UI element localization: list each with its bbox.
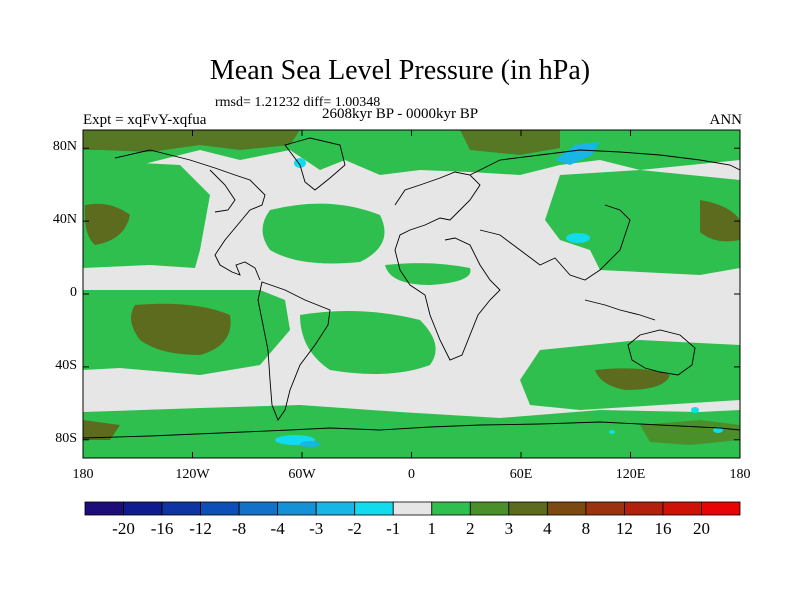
colorbar-cell: [431, 501, 471, 516]
lon-label: 120E: [615, 467, 646, 482]
colorbar-cell: [624, 501, 664, 516]
colorbar-cell: [123, 501, 163, 516]
colorbar-label: -12: [189, 519, 212, 538]
colorbar-label: -3: [309, 519, 324, 538]
lat-label: 80N: [52, 139, 77, 155]
colorbar-label: -2: [347, 519, 362, 538]
colorbar-label: 3: [504, 519, 514, 538]
lon-label: 60W: [288, 467, 316, 482]
colorbar-label: -4: [270, 519, 285, 538]
anomaly-1-to-2-regions: [83, 130, 740, 458]
colorbar-label: 1: [427, 519, 437, 538]
colorbar-cell: [585, 501, 625, 516]
map-field: [83, 130, 740, 458]
lon-label: 180: [729, 467, 751, 482]
colorbar-label: 4: [543, 519, 552, 538]
lon-label: 120W: [175, 467, 210, 482]
anomaly-3-to-4-regions: [83, 130, 740, 445]
anomaly-negative-regions: [275, 142, 723, 447]
time-period-label: 2608kyr BP - 0000kyr BP: [322, 106, 479, 122]
coastlines: [83, 137, 740, 439]
colorbar-cell: [354, 501, 394, 516]
colorbar: [84, 501, 741, 516]
colorbar-cell: [277, 501, 317, 516]
lon-label: 180: [72, 467, 94, 482]
lon-label: 0: [408, 467, 415, 482]
colorbar-label: -20: [112, 519, 135, 538]
colorbar-cell: [546, 501, 587, 516]
colorbar-label: 2: [466, 519, 475, 538]
colorbar-cell: [200, 501, 240, 516]
colorbar-label: -16: [150, 519, 174, 538]
map-title: Mean Sea Level Pressure (in hPa): [209, 55, 591, 86]
colorbar-cell: [161, 501, 201, 516]
season-label: ANN: [709, 112, 743, 128]
colorbar-cell: [84, 501, 124, 516]
lat-label: 80S: [55, 430, 77, 446]
colorbar-label: 8: [581, 519, 591, 538]
colorbar-label: 16: [654, 519, 672, 538]
lat-label: 0: [70, 285, 77, 300]
lon-label: 60E: [509, 467, 533, 482]
colorbar-cell: [662, 501, 702, 516]
rmsd-diff-stats: rmsd= 1.21232 diff= 1.00348: [215, 95, 381, 110]
colorbar-label: -1: [386, 519, 401, 538]
colorbar-label: 12: [615, 519, 633, 538]
axis-ticks: [82, 130, 741, 458]
colorbar-cell: [392, 501, 433, 516]
colorbar-cell: [701, 501, 741, 516]
lat-label: 40S: [55, 357, 77, 373]
colorbar-label: -8: [232, 519, 247, 538]
lat-label: 40N: [52, 212, 77, 228]
experiment-label: Expt = xqFvY-xqfua: [83, 112, 207, 128]
colorbar-cell: [315, 501, 356, 516]
colorbar-label: 20: [692, 519, 710, 538]
colorbar-cell: [469, 501, 510, 516]
colorbar-cell: [238, 501, 279, 516]
colorbar-cell: [508, 501, 548, 516]
